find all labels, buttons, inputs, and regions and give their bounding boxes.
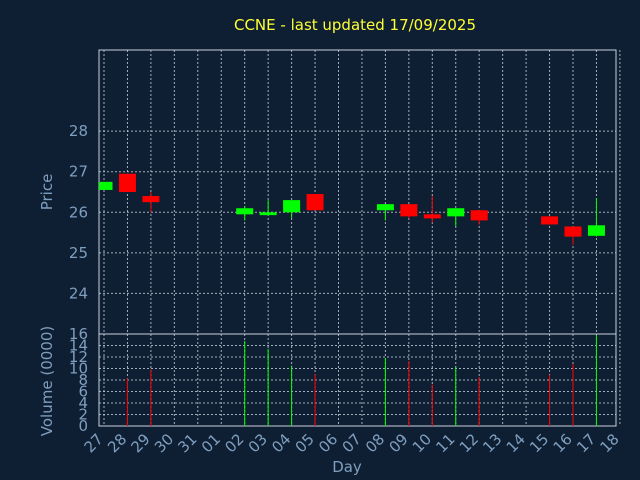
volume-tick-label: 4 xyxy=(78,394,88,412)
volume-tick-label: 16 xyxy=(69,325,88,343)
day-tick-label: 10 xyxy=(409,430,435,456)
day-tick-label: 28 xyxy=(104,430,130,456)
day-tick-label: 18 xyxy=(596,430,622,456)
volume-bars xyxy=(126,335,597,426)
day-tick-label: 29 xyxy=(127,430,153,456)
candle-body xyxy=(470,210,488,221)
day-tick-label: 13 xyxy=(479,430,505,456)
day-tick-label: 11 xyxy=(432,430,458,456)
day-tick-label: 17 xyxy=(573,430,599,456)
candle-body xyxy=(423,214,441,219)
candle-body xyxy=(142,196,160,203)
candle-body xyxy=(447,208,465,217)
day-tick-label: 15 xyxy=(526,430,552,456)
volume-tick-label: 2 xyxy=(78,406,88,424)
price-candles xyxy=(99,173,605,245)
volume-tick-label: 6 xyxy=(78,383,88,401)
day-tick-label: 14 xyxy=(503,430,529,456)
candle-body xyxy=(306,194,324,211)
day-tick-label: 03 xyxy=(245,430,271,456)
candle-body xyxy=(259,212,277,216)
day-tick-label: 05 xyxy=(292,430,318,456)
volume-panel-frame xyxy=(98,333,617,427)
day-tick-label: 02 xyxy=(221,430,247,456)
price-gridlines xyxy=(99,50,621,334)
candle-body xyxy=(541,216,559,225)
candle-body xyxy=(587,225,605,236)
price-tick-label: 25 xyxy=(69,244,88,262)
volume-tick-label: 14 xyxy=(69,337,88,355)
price-tick-label: 27 xyxy=(69,163,88,181)
price-axis-ticks: 24 25 26 27 28 xyxy=(69,122,88,302)
candle-body xyxy=(118,173,136,192)
candle-body xyxy=(99,181,113,190)
day-tick-label: 16 xyxy=(550,430,576,456)
day-tick-label: 12 xyxy=(456,430,482,456)
day-tick-label: 31 xyxy=(174,430,200,456)
price-tick-label: 24 xyxy=(69,284,88,302)
price-tick-label: 26 xyxy=(69,203,88,221)
day-axis-ticks: 2728293031010203040506070809101112131415… xyxy=(81,430,623,456)
day-tick-label: 07 xyxy=(339,430,365,456)
volume-axis-label: Volume (0000) xyxy=(38,326,56,436)
price-panel-frame xyxy=(98,49,617,335)
x-axis-label: Day xyxy=(332,458,362,476)
day-tick-label: 09 xyxy=(385,430,411,456)
day-tick-label: 06 xyxy=(315,430,341,456)
day-tick-label: 30 xyxy=(151,430,177,456)
volume-gridlines xyxy=(99,333,621,427)
candle-body xyxy=(564,226,582,237)
day-tick-label: 04 xyxy=(268,430,294,456)
volume-tick-label: 12 xyxy=(69,348,88,366)
candle-body xyxy=(376,204,394,211)
candle-body xyxy=(236,208,254,215)
chart-title: CCNE - last updated 17/09/2025 xyxy=(234,16,476,34)
price-tick-label: 28 xyxy=(69,122,88,140)
price-axis-label: Price xyxy=(38,174,56,211)
day-tick-label: 08 xyxy=(362,430,388,456)
day-tick-label: 01 xyxy=(198,430,224,456)
volume-tick-label: 8 xyxy=(78,371,88,389)
volume-tick-label: 10 xyxy=(69,360,88,378)
volume-tick-label: 0 xyxy=(78,417,88,435)
candle-body xyxy=(283,200,301,213)
candle-body xyxy=(400,204,418,217)
